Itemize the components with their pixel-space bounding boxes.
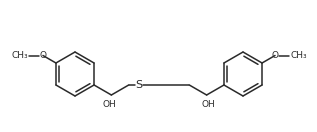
Text: CH₃: CH₃ [290,51,307,60]
Text: CH₃: CH₃ [11,51,28,60]
Text: S: S [135,80,142,90]
Text: OH: OH [102,100,116,109]
Text: O: O [39,51,47,60]
Text: O: O [272,51,279,60]
Text: OH: OH [202,100,216,109]
